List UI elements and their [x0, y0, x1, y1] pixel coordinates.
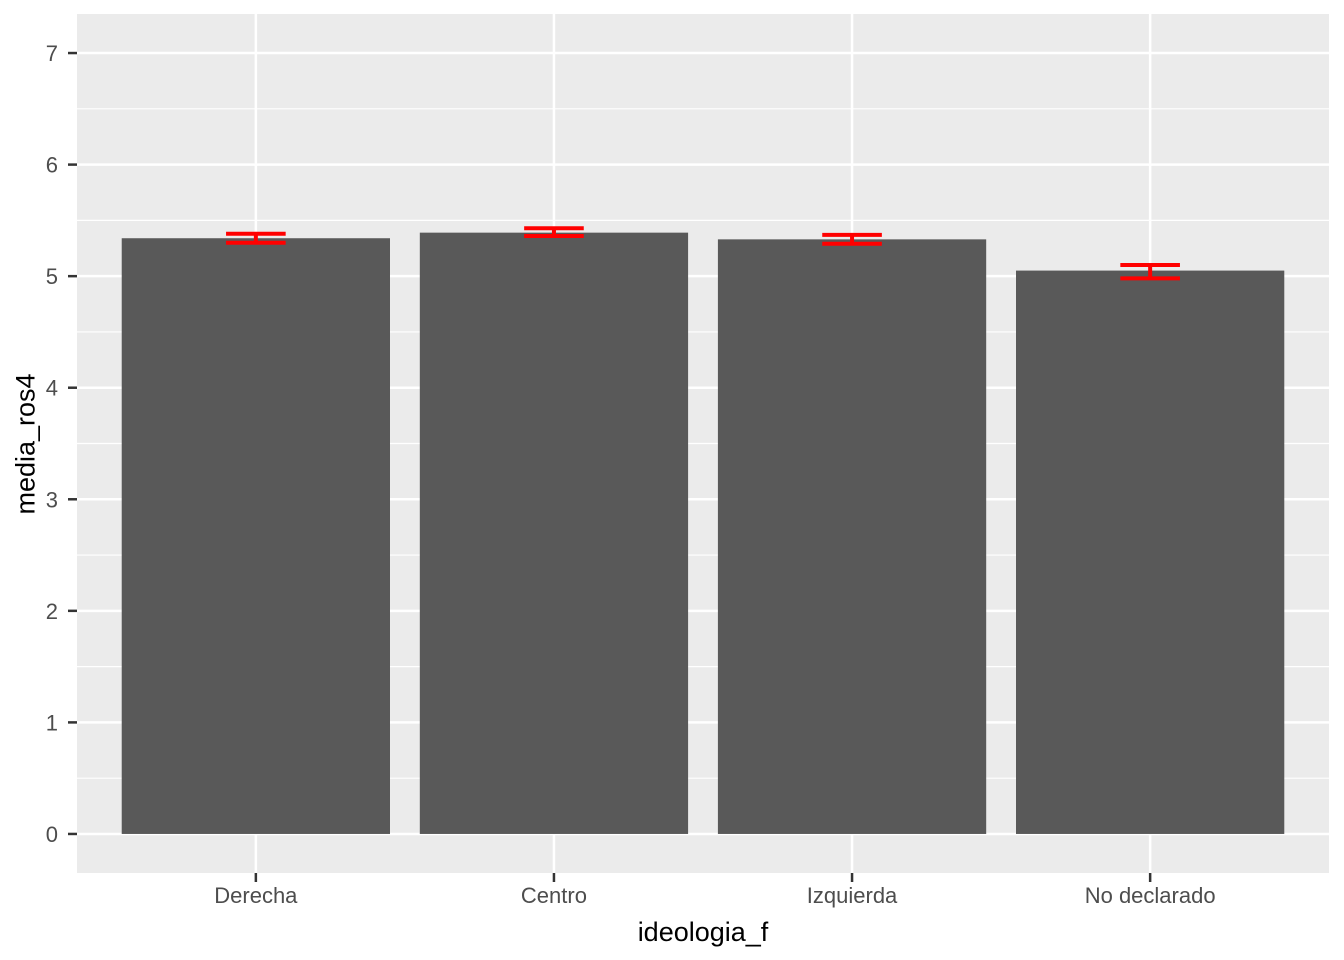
- y-tick-label: 5: [46, 264, 58, 289]
- x-tick-label-izquierda: Izquierda: [807, 883, 898, 908]
- x-tick-label-no-declarado: No declarado: [1085, 883, 1216, 908]
- bar-centro: [419, 232, 689, 834]
- y-tick-label: 3: [46, 487, 58, 512]
- bar-no-declarado: [1016, 270, 1285, 834]
- y-tick-label: 7: [46, 41, 58, 66]
- y-tick-label: 4: [46, 376, 58, 401]
- x-axis-title: ideologia_f: [637, 917, 769, 947]
- y-tick-label: 1: [46, 710, 58, 735]
- y-tick-label: 0: [46, 822, 58, 847]
- bar-izquierda: [717, 239, 987, 834]
- y-axis-title: media_ros4: [10, 373, 41, 515]
- bar-derecha: [121, 238, 390, 834]
- x-tick-label-derecha: Derecha: [214, 883, 298, 908]
- y-tick-label: 2: [46, 599, 58, 624]
- y-tick-label: 6: [46, 153, 58, 178]
- x-tick-label-centro: Centro: [521, 883, 587, 908]
